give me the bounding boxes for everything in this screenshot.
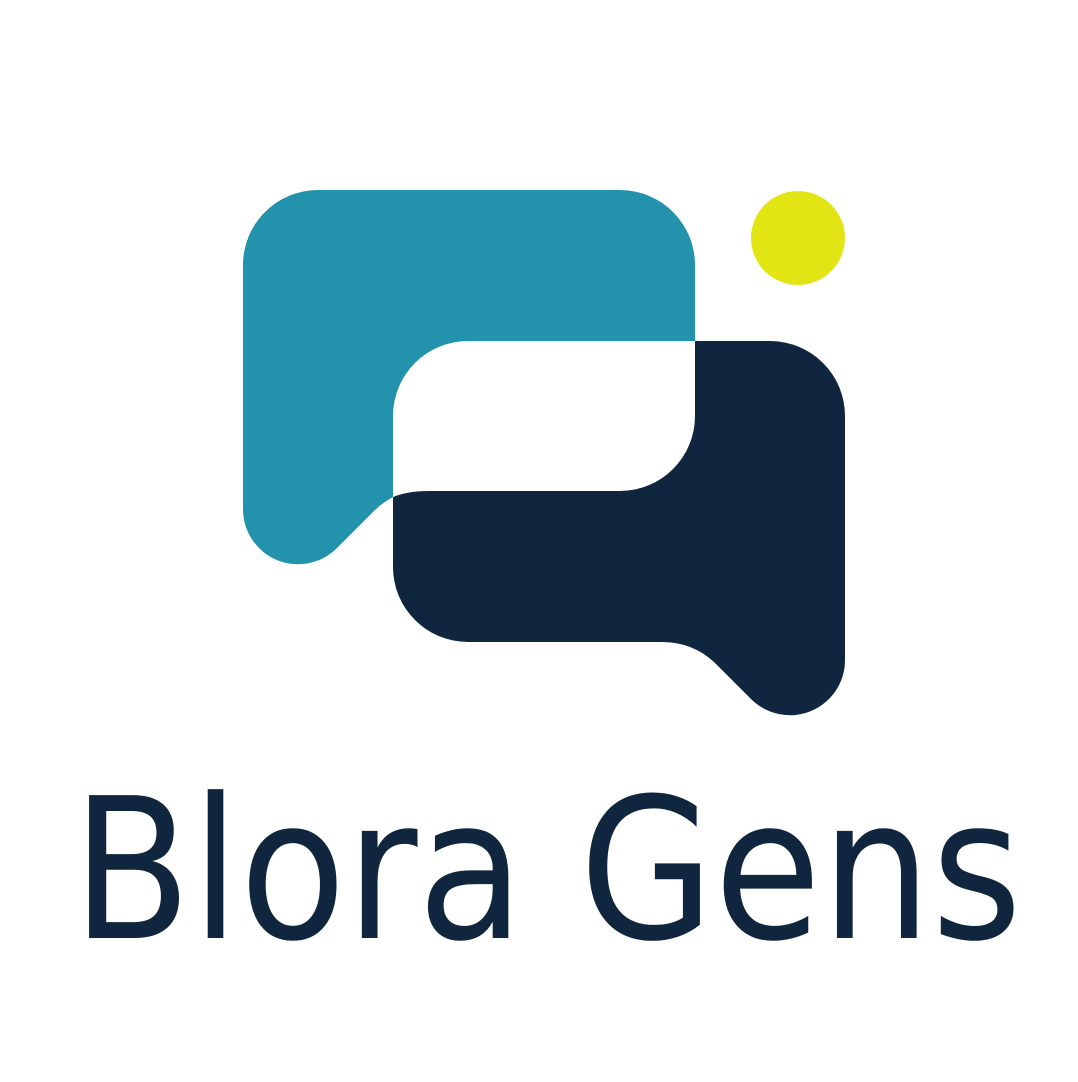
brand-name: Blora Gens: [72, 770, 1022, 970]
navy-speech-bubble-shape: [393, 341, 846, 716]
brand-wordmark: Blora Gens: [72, 770, 1022, 970]
teal-speech-bubble-shape: [243, 190, 695, 565]
yellow-dot-shape: [751, 191, 845, 285]
